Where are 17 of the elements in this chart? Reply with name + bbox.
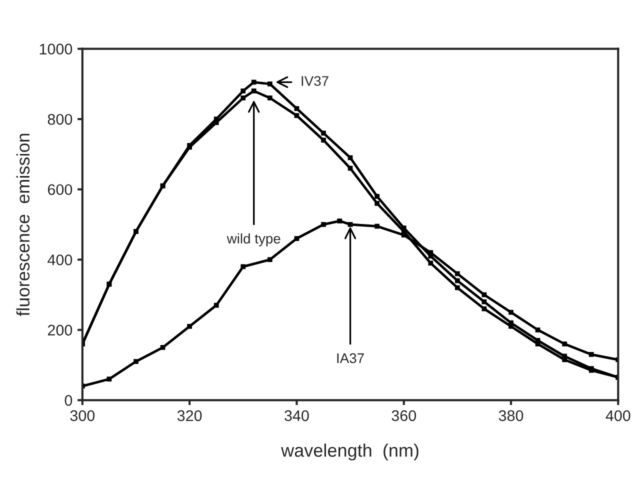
y-tick-label: 1000 (40, 44, 72, 54)
x-tick-label: 380 (498, 410, 524, 422)
annotation: IV37 (302, 76, 328, 86)
x-tick-label: 400 (606, 410, 630, 422)
x-tick-label: 340 (284, 410, 309, 422)
y-tick-label: 0 (64, 395, 72, 406)
x-tick-label: 360 (392, 410, 416, 422)
y-axis-title: fluorescence emission (16, 134, 30, 316)
x-tick-label: 320 (177, 410, 202, 422)
annotation: IA37 (337, 353, 364, 364)
y-tick-label: 600 (48, 184, 72, 196)
x-tick-label: 300 (70, 410, 95, 422)
y-tick-label: 200 (48, 324, 72, 336)
y-tick-label: 800 (48, 114, 72, 125)
x-axis-title: wavelength (nm) (281, 444, 418, 460)
annotation: wild type (226, 233, 280, 246)
y-tick-label: 400 (48, 254, 72, 266)
